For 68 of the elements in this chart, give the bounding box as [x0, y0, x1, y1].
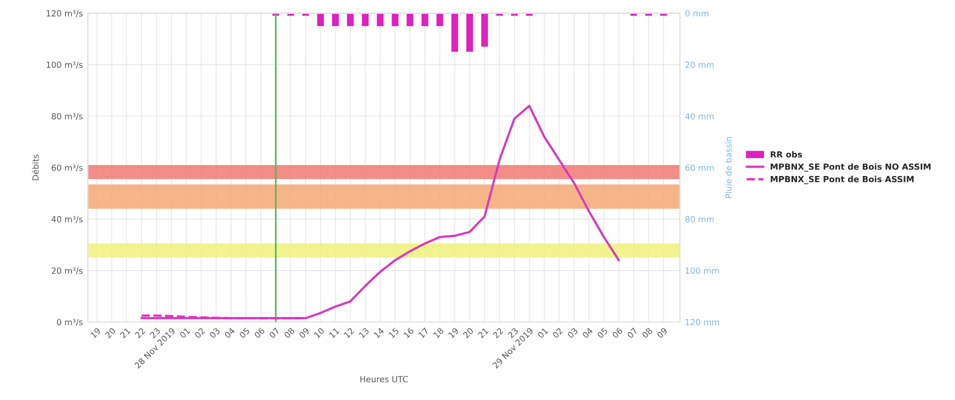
x-tick-label: 04: [582, 327, 594, 339]
x-tick-label: 09: [298, 327, 310, 339]
bar: [481, 13, 488, 47]
y2-tick-label: 40 mm: [685, 113, 714, 120]
x-tick-label: 05: [596, 327, 608, 339]
x-tick-label: 14: [374, 327, 384, 338]
bar: [376, 13, 384, 26]
x-tick-label: 04: [224, 327, 236, 339]
y-tick-label: 120 m³/s: [46, 10, 83, 18]
bar: [436, 13, 444, 26]
x-tick-label: 12: [344, 328, 354, 338]
y-tick-label: 0 m³/s: [56, 318, 83, 326]
bar: [346, 13, 354, 26]
x-tick-label: 17: [418, 328, 429, 338]
y2-tick-label: 80 mm: [685, 216, 714, 222]
y2-tick-label: 0 mm: [685, 10, 708, 16]
x-tick-label: 22: [134, 328, 146, 338]
bar: [406, 13, 414, 26]
x-tick-label: 08: [284, 327, 295, 339]
x-tick-label: 07: [626, 327, 638, 339]
x-tick-label: 20: [462, 327, 474, 338]
y2-tick-label: 100 mm: [686, 268, 719, 274]
y-tick-label: 40 m³/s: [52, 216, 83, 224]
x-tick-label: 13: [358, 327, 370, 338]
bar: [422, 13, 428, 26]
x-tick-label: 16: [403, 327, 414, 338]
x-tick-label: 05: [238, 327, 250, 339]
x-tick-label: 11: [328, 328, 340, 338]
x-tick-label: 02: [194, 328, 206, 339]
y-tick-label: 20 m³/s: [52, 268, 83, 274]
x-tick-label: 10: [314, 327, 325, 338]
x-tick-label: 18: [433, 327, 444, 338]
line-series: [140, 104, 620, 320]
x-tick-label: 07: [268, 327, 280, 339]
bar: [451, 13, 458, 52]
x-tick-label: 15: [388, 328, 400, 338]
legend-label: RR obs: [770, 151, 802, 158]
bar: [317, 13, 324, 26]
y-axis-title: Débits: [32, 154, 39, 180]
bar: [362, 13, 369, 26]
x-tick-label: 21: [120, 328, 131, 338]
x-tick-label: 08: [642, 327, 653, 339]
x-tick-label: 22: [492, 328, 504, 338]
y2-tick-label: 60 mm: [685, 164, 714, 171]
bar: [332, 13, 339, 26]
x-tick-label: 06: [612, 327, 623, 339]
x-tick-label: 03: [567, 327, 578, 339]
x-tick-label: 01: [179, 328, 190, 339]
x-tick-label: 09: [656, 327, 668, 339]
y2-axis-title: Pluie de bassin: [725, 137, 732, 198]
bar: [392, 13, 398, 26]
legend-label: MPBNX_SE Pont de Bois ASSIM: [770, 176, 914, 184]
x-tick-label: 01: [537, 328, 548, 339]
legend-label: MPBNX_SE Pont de Bois NO ASSIM: [770, 163, 931, 172]
x-tick-label: 03: [209, 327, 220, 339]
x-tick-label: 21: [478, 328, 489, 338]
x-tick-label: 02: [552, 328, 564, 339]
bar: [466, 13, 474, 52]
x-tick-label: 06: [254, 327, 266, 339]
x-tick-label: 19: [448, 327, 459, 338]
x-axis-title: Heures UTC: [360, 376, 408, 382]
x-tick-label: 20: [104, 327, 116, 338]
x-tick-label: 19: [90, 327, 101, 338]
y2-tick-label: 20 mm: [685, 62, 714, 68]
y-tick-label: 60 m³/s: [52, 164, 83, 172]
y2-tick-label: 120 mm: [686, 318, 719, 326]
y-tick-label: 80 m³/s: [52, 113, 83, 120]
y-tick-label: 100 m³/s: [46, 62, 83, 69]
